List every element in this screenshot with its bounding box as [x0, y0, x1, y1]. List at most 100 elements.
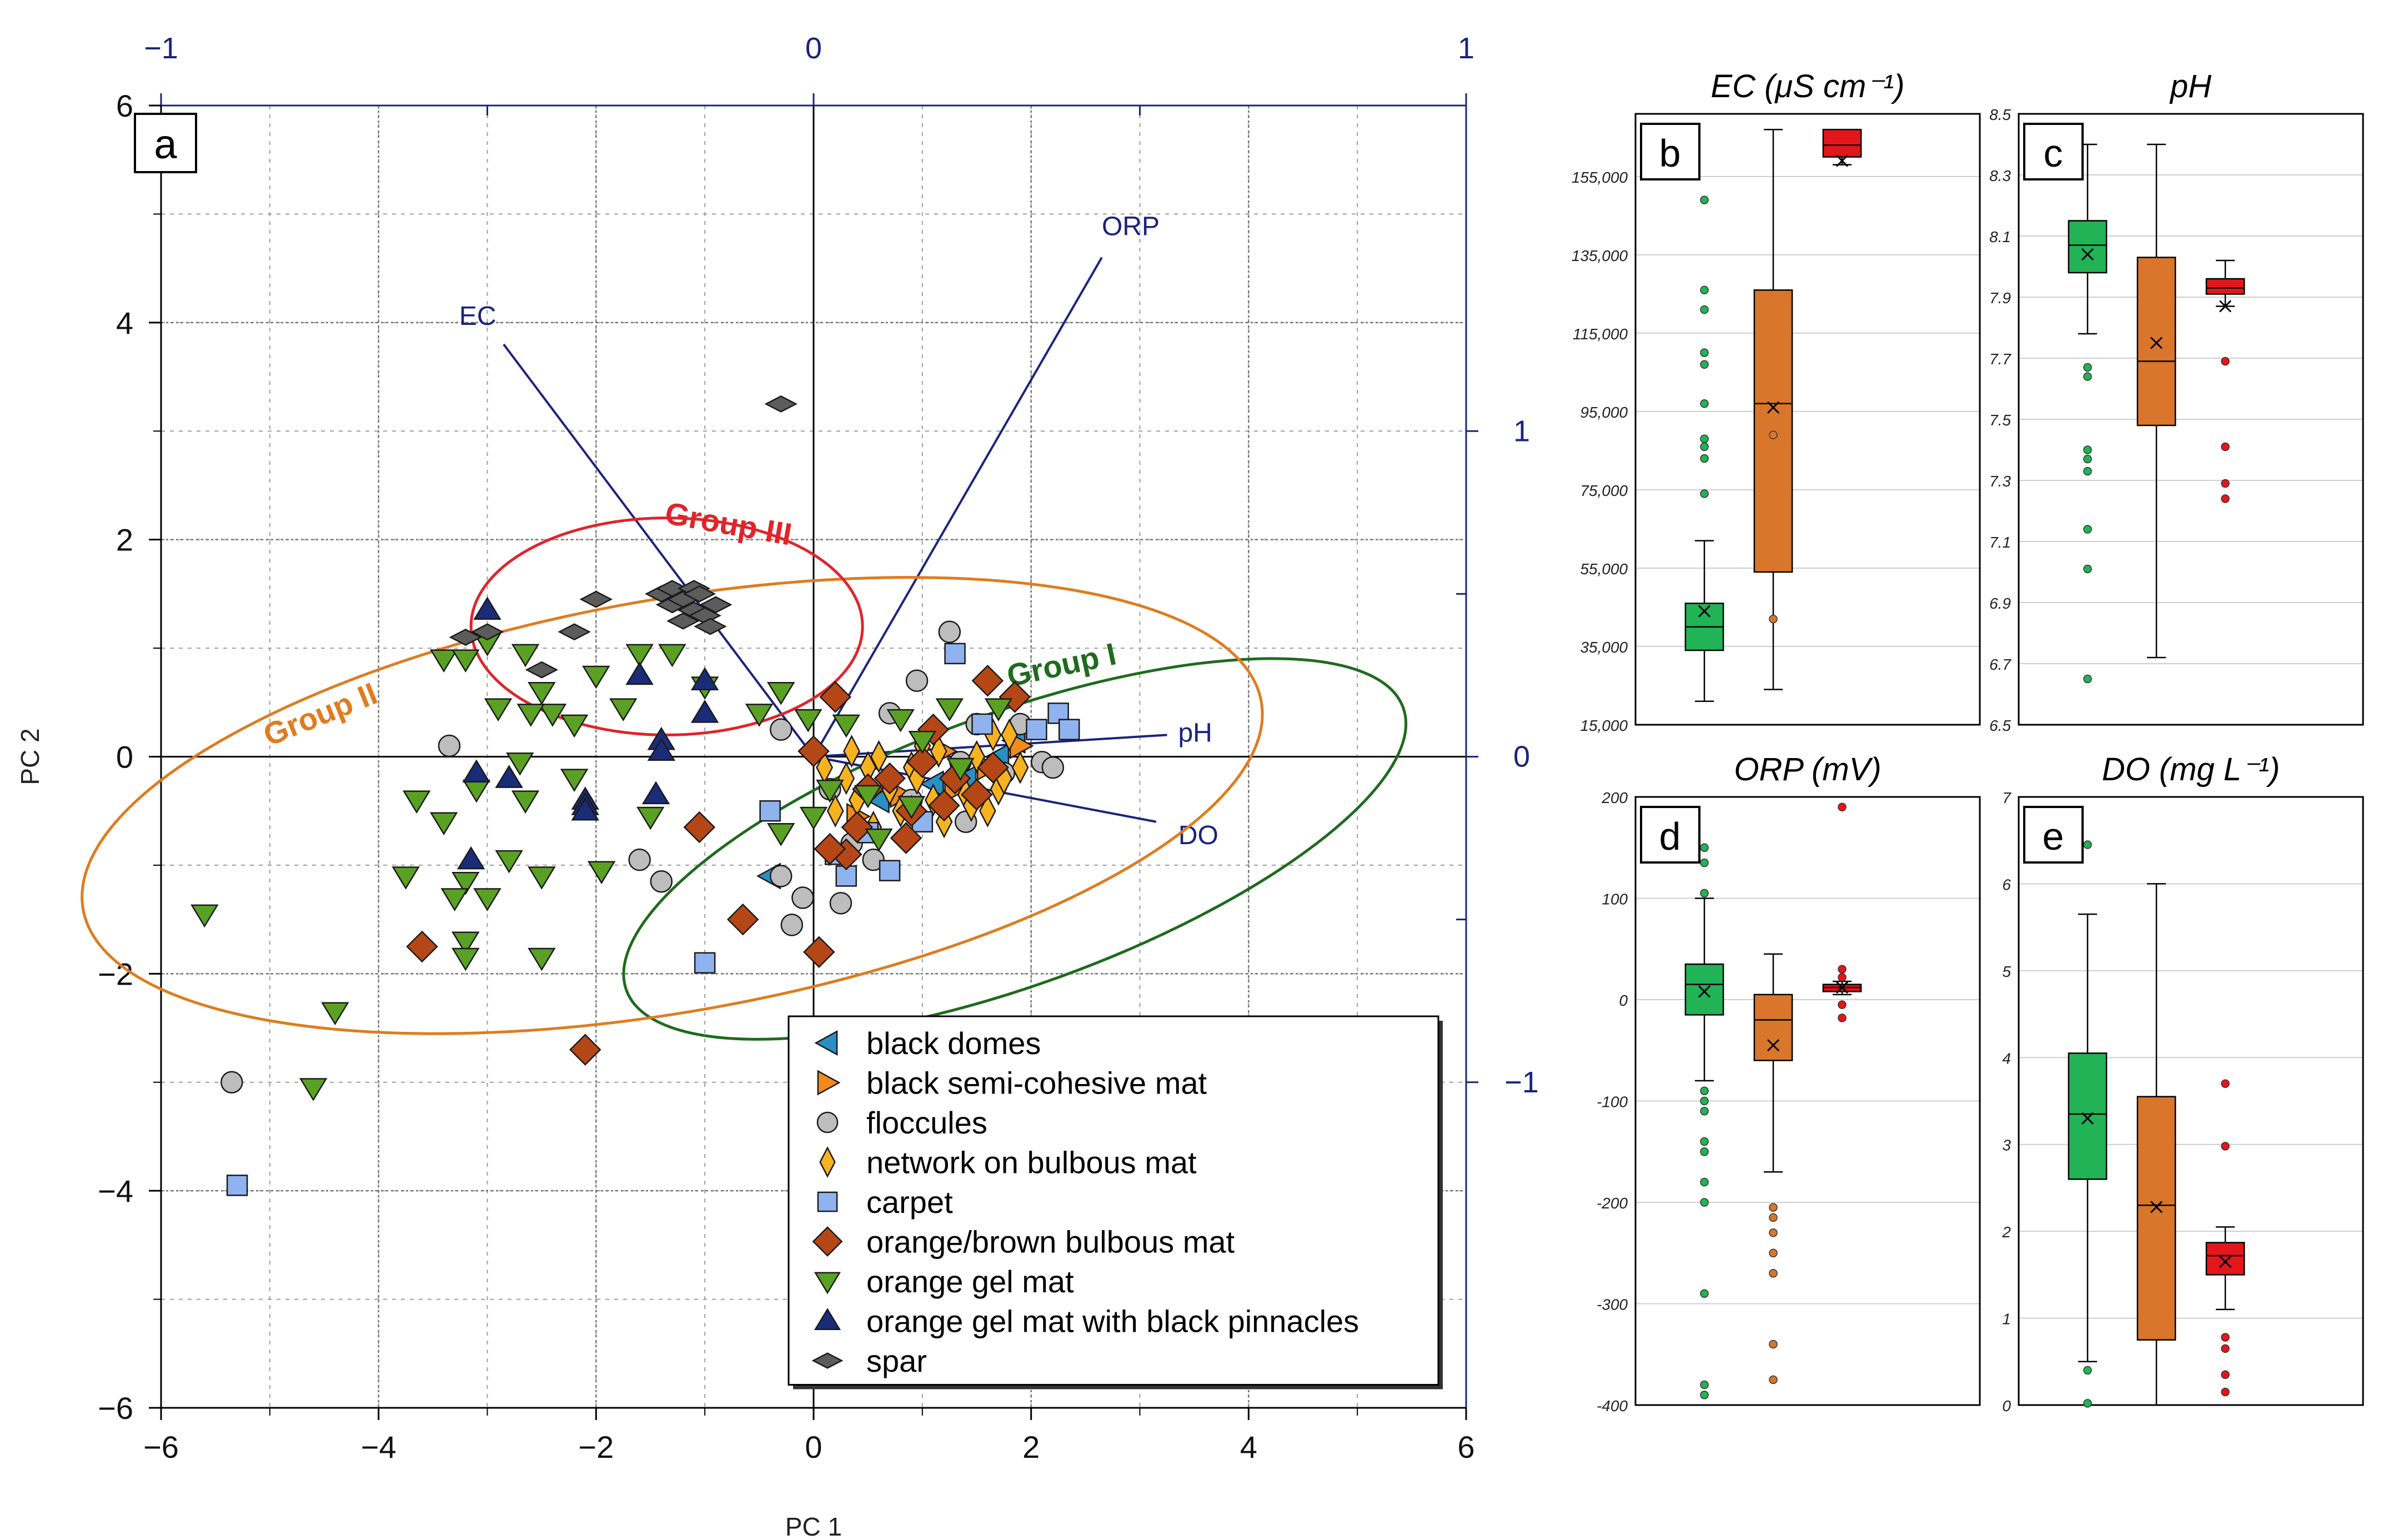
point-floccules — [905, 669, 929, 692]
box-tick-label: -200 — [1597, 1195, 1628, 1212]
point-orange-gel-mat — [429, 649, 458, 673]
point-orange-gel-mat — [452, 649, 480, 673]
outlier-group-iii — [2221, 442, 2230, 452]
point-floccules — [650, 870, 673, 893]
outlier-group-i — [2083, 840, 2092, 849]
y-tick-label: −6 — [98, 1391, 133, 1426]
box-tick-label: 1 — [2002, 1311, 2011, 1328]
box-title-b: EC (μS cm⁻¹) — [1710, 68, 1904, 104]
outlier-group-i — [1700, 285, 1709, 295]
box-plots: 15,00035,00055,00075,00095,000115,000135… — [1572, 68, 2364, 1414]
point-orange-brown-bulbous-mat — [906, 746, 939, 779]
box-panel-e: 0 1 2 3 4 5 6 7 DO (mg L⁻¹) e — [2001, 751, 2364, 1414]
legend-label-network-on-bulbous-mat: network on bulbous mat — [866, 1145, 1197, 1180]
box-group-i — [2068, 220, 2108, 274]
outlier-group-i — [1700, 305, 1709, 314]
x-tick-label: −2 — [578, 1429, 614, 1464]
y-axis-title: PC 2 — [16, 728, 44, 785]
x-tick-label: 0 — [805, 1429, 822, 1464]
point-orange-gel-mat-with-black-pinnacles — [571, 797, 599, 821]
outlier-group-i — [2083, 445, 2092, 454]
point-orange-brown-bulbous-mat — [814, 832, 846, 865]
y-tick-label: 4 — [116, 305, 133, 340]
legend-marker-network-on-bulbous-mat — [819, 1146, 836, 1178]
point-network-on-bulbous-mat — [843, 735, 860, 768]
legend-label-black-semi-cohesive-mat: black semi-cohesive mat — [866, 1066, 1207, 1101]
outlier-group-ii — [1769, 1203, 1778, 1212]
box-group-iii — [2205, 278, 2245, 295]
box-tick-label: 0 — [1619, 992, 1628, 1009]
box-panel-label-e: e — [2043, 815, 2064, 858]
box-tick-label: 95,000 — [1580, 404, 1628, 421]
point-network-on-bulbous-mat — [826, 794, 844, 827]
outlier-group-i — [1700, 1391, 1709, 1399]
legend-marker-black-domes — [814, 1030, 838, 1056]
legend-label-orange-gel-mat-with-black-pinnacles: orange gel mat with black pinnacles — [866, 1304, 1359, 1339]
box-panel-label-box — [2023, 123, 2084, 180]
right-tick-label: 0 — [1513, 740, 1530, 774]
outlier-group-iii — [2221, 494, 2230, 503]
right-tick-label: 1 — [1513, 414, 1530, 448]
panel-label: a — [154, 121, 177, 167]
point-floccules — [862, 848, 885, 871]
point-orange-gel-mat — [908, 730, 937, 754]
panel-label-box — [134, 113, 197, 173]
point-orange-gel-mat-with-black-pinnacles — [690, 667, 719, 690]
box-group-iii — [2205, 1242, 2245, 1276]
ellipse-label-group-iii: Group III — [663, 495, 795, 552]
outlier-group-ii — [1769, 1340, 1778, 1349]
outlier-group-i — [1700, 858, 1709, 867]
point-orange-brown-bulbous-mat — [406, 930, 438, 963]
box-frame — [1634, 113, 1981, 726]
mean-marker-group-i — [2081, 248, 2094, 261]
outlier-group-i — [2083, 674, 2092, 684]
box-tick-label: 5 — [2002, 963, 2011, 980]
outlier-group-i — [1700, 399, 1709, 408]
legend-label-carpet: carpet — [866, 1185, 953, 1220]
point-spar — [525, 661, 559, 679]
mean-marker-group-i — [2081, 1112, 2094, 1125]
loading-label-ph: pH — [1178, 718, 1212, 748]
point-orange-brown-bulbous-mat — [797, 735, 830, 768]
box-tick-label: 6.7 — [1989, 656, 2011, 673]
point-carpet — [944, 643, 966, 665]
outlier-group-i — [1700, 1289, 1709, 1298]
box-tick-label: 55,000 — [1580, 560, 1628, 578]
outlier-group-iii — [1838, 802, 1847, 811]
legend — [787, 1015, 1439, 1386]
point-orange-gel-mat — [625, 644, 654, 668]
point-orange-gel-mat — [946, 758, 975, 781]
outlier-group-i — [1700, 434, 1709, 444]
point-orange-brown-bulbous-mat — [977, 751, 1009, 784]
box-frame — [2018, 113, 2364, 726]
point-orange-gel-mat — [452, 871, 480, 895]
outlier-group-iii — [2221, 1079, 2230, 1088]
outlier-group-iii — [2221, 1370, 2230, 1379]
point-carpet — [1026, 719, 1047, 740]
box-group-ii — [2136, 257, 2176, 427]
point-orange-gel-mat-with-black-pinnacles — [625, 661, 654, 685]
box-tick-label: 7.1 — [1989, 534, 2011, 551]
point-orange-gel-mat — [816, 779, 844, 803]
point-floccules — [220, 1071, 243, 1093]
point-network-on-bulbous-mat — [1001, 718, 1018, 752]
point-orange-gel-mat — [538, 704, 567, 727]
mean-marker-group-i — [1698, 985, 1711, 998]
point-orange-gel-mat — [484, 698, 513, 721]
point-orange-brown-bulbous-mat — [569, 1034, 601, 1066]
point-orange-gel-mat — [429, 812, 458, 836]
top-tick-label: 0 — [805, 32, 822, 65]
legend-label-orange-brown-bulbous-mat: orange/brown bulbous mat — [866, 1225, 1235, 1260]
ellipse-group-ii — [81, 576, 1264, 1035]
point-orange-brown-bulbous-mat — [683, 811, 716, 844]
y-tick-label: 6 — [116, 88, 133, 123]
legend-marker-orange-brown-bulbous-mat — [812, 1226, 843, 1257]
outlier-group-i — [2083, 454, 2092, 464]
point-orange-gel-mat — [984, 698, 1013, 721]
box-panel-d: -400 -300 -200 -100 0 100 200 ORP (mV) d — [1597, 751, 1981, 1414]
box-group-iii — [1822, 128, 1862, 158]
point-spar — [694, 618, 727, 635]
point-orange-gel-mat-with-black-pinnacles — [456, 846, 485, 870]
